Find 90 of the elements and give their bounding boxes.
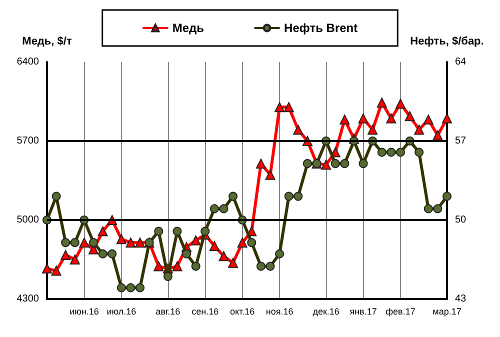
point bbox=[424, 204, 433, 214]
point bbox=[70, 254, 80, 264]
point bbox=[126, 283, 136, 292]
x-tick-label: фев.17 bbox=[386, 306, 416, 316]
x-tick-label: янв.17 bbox=[350, 306, 377, 316]
point bbox=[386, 148, 396, 157]
point bbox=[414, 124, 424, 135]
point bbox=[266, 262, 275, 271]
point bbox=[52, 192, 61, 201]
x-tick-label: мар.17 bbox=[432, 306, 462, 316]
point bbox=[219, 204, 228, 214]
point bbox=[79, 238, 90, 248]
point bbox=[284, 192, 294, 201]
point bbox=[396, 148, 405, 157]
point bbox=[265, 170, 276, 180]
point bbox=[302, 159, 312, 168]
point bbox=[274, 102, 285, 112]
point bbox=[414, 148, 424, 157]
point bbox=[116, 234, 126, 244]
point bbox=[340, 159, 350, 168]
x-tick-label: ноя.16 bbox=[266, 306, 294, 316]
y2-tick-label: 50 bbox=[455, 214, 467, 226]
y2-axis-title: Нефть, $/бар. bbox=[410, 36, 484, 48]
point bbox=[395, 98, 406, 109]
y2-tick-label: 64 bbox=[455, 56, 467, 68]
point bbox=[98, 249, 108, 258]
point bbox=[172, 261, 182, 272]
point bbox=[442, 192, 452, 201]
point bbox=[154, 261, 164, 272]
y-tick-label: 5700 bbox=[16, 136, 40, 146]
point bbox=[330, 159, 340, 168]
point bbox=[294, 192, 303, 201]
point bbox=[210, 204, 219, 214]
point bbox=[135, 238, 146, 248]
x-tick-label: дек.16 bbox=[312, 306, 340, 316]
point bbox=[358, 113, 368, 124]
y-tick-label: 6400 bbox=[16, 56, 40, 68]
point bbox=[136, 283, 145, 292]
x-tick-label: окт.16 bbox=[230, 306, 255, 316]
point bbox=[172, 226, 182, 236]
point bbox=[98, 226, 108, 236]
point bbox=[51, 266, 62, 276]
y-axis-title: Медь, $/т bbox=[22, 36, 72, 48]
point bbox=[163, 272, 172, 281]
point bbox=[340, 114, 350, 125]
point bbox=[237, 238, 248, 248]
point bbox=[191, 262, 200, 271]
point bbox=[423, 114, 434, 125]
point bbox=[108, 249, 117, 258]
y2-tick-label: 43 bbox=[455, 294, 467, 304]
point bbox=[89, 238, 98, 248]
point bbox=[190, 235, 201, 246]
x-tick-label: сен.16 bbox=[192, 306, 219, 316]
point bbox=[126, 238, 136, 248]
legend-label: Нефть Brent bbox=[284, 21, 358, 35]
point bbox=[200, 226, 210, 236]
y-tick-label: 4300 bbox=[16, 294, 40, 304]
point bbox=[284, 102, 294, 112]
x-tick-label: июн.16 bbox=[70, 306, 99, 316]
point bbox=[247, 238, 256, 248]
x-tick-label: авг.16 bbox=[156, 306, 180, 316]
point bbox=[116, 283, 126, 292]
point bbox=[228, 192, 238, 201]
point bbox=[182, 249, 192, 258]
point bbox=[42, 264, 52, 274]
y2-tick-label: 57 bbox=[455, 136, 467, 146]
point bbox=[321, 160, 332, 170]
point bbox=[368, 124, 378, 135]
point bbox=[386, 113, 396, 124]
point bbox=[154, 226, 164, 236]
point bbox=[70, 238, 80, 248]
point bbox=[433, 204, 442, 214]
point bbox=[228, 258, 238, 268]
point bbox=[404, 111, 415, 122]
point bbox=[60, 250, 71, 260]
point bbox=[358, 159, 368, 168]
point bbox=[293, 124, 304, 135]
point bbox=[256, 158, 266, 169]
point bbox=[275, 249, 284, 258]
point bbox=[376, 98, 387, 108]
point bbox=[377, 148, 386, 157]
point bbox=[209, 240, 220, 251]
point bbox=[432, 130, 443, 140]
x-tick-label: июл.16 bbox=[106, 306, 136, 316]
legend-label: Медь bbox=[172, 21, 204, 35]
point bbox=[61, 238, 70, 248]
point bbox=[256, 262, 266, 271]
point bbox=[218, 251, 229, 262]
point bbox=[442, 113, 452, 124]
y-tick-label: 5000 bbox=[16, 214, 40, 226]
